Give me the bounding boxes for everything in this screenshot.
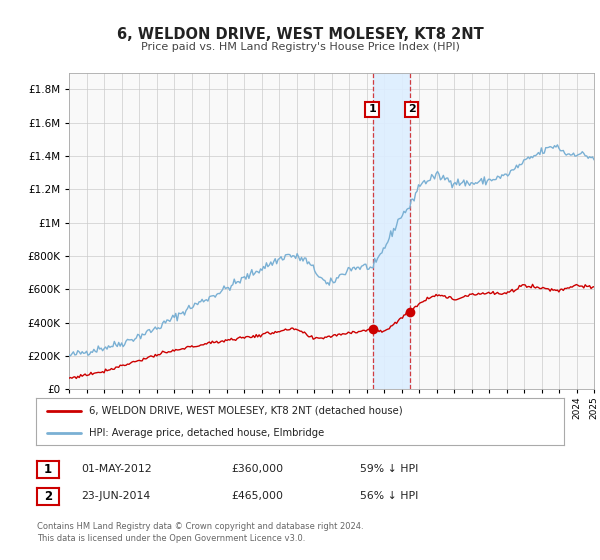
Text: Price paid vs. HM Land Registry's House Price Index (HPI): Price paid vs. HM Land Registry's House … <box>140 42 460 52</box>
Text: 2: 2 <box>408 104 416 114</box>
Text: 6, WELDON DRIVE, WEST MOLESEY, KT8 2NT (detached house): 6, WELDON DRIVE, WEST MOLESEY, KT8 2NT (… <box>89 406 403 416</box>
Text: 56% ↓ HPI: 56% ↓ HPI <box>360 491 418 501</box>
Text: £465,000: £465,000 <box>231 491 283 501</box>
Text: 6, WELDON DRIVE, WEST MOLESEY, KT8 2NT: 6, WELDON DRIVE, WEST MOLESEY, KT8 2NT <box>116 27 484 42</box>
Text: HPI: Average price, detached house, Elmbridge: HPI: Average price, detached house, Elmb… <box>89 428 324 438</box>
Text: 23-JUN-2014: 23-JUN-2014 <box>81 491 150 501</box>
Text: This data is licensed under the Open Government Licence v3.0.: This data is licensed under the Open Gov… <box>37 534 305 543</box>
Text: 59% ↓ HPI: 59% ↓ HPI <box>360 464 418 474</box>
Bar <box>373 73 410 389</box>
Text: 1: 1 <box>44 463 52 476</box>
Text: £360,000: £360,000 <box>231 464 283 474</box>
Text: Contains HM Land Registry data © Crown copyright and database right 2024.: Contains HM Land Registry data © Crown c… <box>37 522 364 531</box>
Text: 01-MAY-2012: 01-MAY-2012 <box>81 464 152 474</box>
Text: 1: 1 <box>368 104 376 114</box>
Text: 2: 2 <box>44 489 52 503</box>
